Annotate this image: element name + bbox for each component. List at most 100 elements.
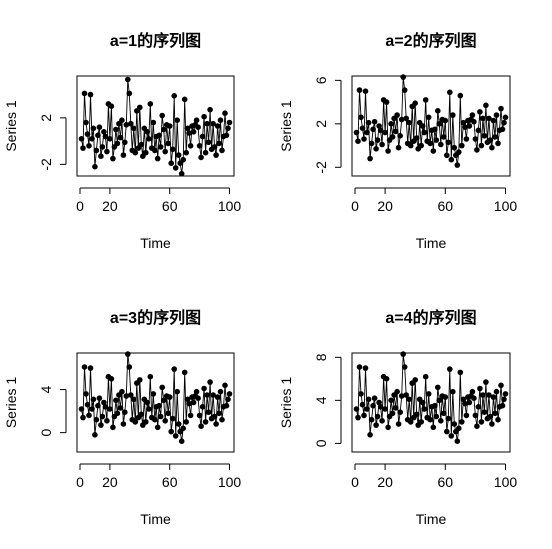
data-point (374, 137, 381, 143)
data-point (403, 115, 410, 122)
data-point (445, 139, 452, 146)
data-point (90, 396, 97, 403)
data-point (137, 104, 143, 111)
data-point (122, 139, 128, 146)
data-point (457, 92, 464, 99)
data-point (394, 388, 400, 395)
data-point (501, 119, 507, 126)
data-point (152, 416, 158, 423)
data-point (459, 419, 465, 425)
data-point (376, 123, 382, 129)
data-point (483, 379, 489, 385)
x-tick-label: 20 (102, 198, 118, 214)
data-point (490, 117, 497, 124)
data-point (150, 119, 157, 126)
x-tick-label: 60 (162, 474, 178, 490)
data-point (120, 421, 127, 427)
data-point (442, 394, 449, 400)
data-point (435, 384, 441, 391)
data-point (481, 133, 488, 139)
data-point (412, 377, 419, 383)
data-point (495, 140, 501, 147)
data-point (361, 136, 367, 142)
data-point (477, 109, 483, 115)
data-point (122, 409, 128, 416)
x-tick-label: 60 (438, 198, 454, 214)
data-point (172, 433, 179, 439)
data-point (84, 131, 91, 137)
data-point (361, 412, 367, 419)
data-point (483, 102, 489, 109)
data-point (195, 395, 201, 402)
data-point (201, 385, 207, 392)
data-point (425, 391, 432, 397)
data-point (169, 415, 176, 422)
data-point (392, 405, 399, 411)
data-point (211, 413, 218, 420)
x-tick-label: 20 (102, 474, 118, 490)
data-point (401, 364, 408, 370)
data-point (104, 418, 110, 424)
data-point (444, 428, 450, 435)
data-point (126, 364, 133, 370)
data-point (392, 128, 399, 135)
data-point (474, 423, 480, 430)
data-point (108, 376, 115, 382)
data-point (162, 418, 168, 424)
data-point (395, 421, 402, 427)
data-point (368, 140, 375, 147)
data-point (388, 121, 394, 127)
data-point (460, 396, 467, 403)
data-point (418, 419, 425, 425)
data-point (126, 90, 133, 97)
y-axis-label: Series 1 (278, 377, 294, 429)
x-axis-label: Time (140, 511, 171, 527)
data-point (207, 379, 213, 385)
y-axis-label: Series 1 (3, 100, 19, 152)
data-point (147, 101, 154, 107)
data-point (370, 402, 376, 409)
data-point (102, 404, 109, 410)
x-tick-label: 0 (351, 198, 359, 214)
data-point (138, 141, 145, 148)
data-point (397, 409, 404, 416)
data-point (204, 120, 210, 127)
data-point (90, 125, 97, 132)
x-tick-label: 100 (494, 198, 518, 214)
data-point (171, 93, 177, 99)
data-point (441, 134, 447, 140)
data-point (367, 432, 373, 438)
data-point (389, 410, 396, 417)
data-point (487, 137, 494, 143)
data-point (154, 424, 161, 431)
data-point (178, 438, 185, 445)
data-point (101, 129, 107, 135)
data-point (199, 404, 206, 410)
data-point (195, 124, 201, 130)
data-point (438, 418, 444, 424)
data-point (78, 136, 85, 142)
data-point (198, 423, 204, 430)
data-point (358, 391, 364, 397)
data-point (183, 149, 189, 156)
y-tick-label: 2 (313, 120, 329, 128)
data-point (397, 133, 404, 139)
data-point (356, 364, 363, 370)
y-tick-label: 8 (313, 353, 329, 361)
data-point (407, 419, 414, 425)
data-point (400, 351, 407, 357)
data-point (451, 144, 458, 151)
data-point (379, 418, 385, 424)
data-point (225, 125, 231, 132)
data-point (202, 149, 209, 156)
data-point (425, 114, 432, 121)
data-point (199, 133, 206, 140)
data-point (83, 391, 89, 397)
data-point (107, 136, 113, 142)
y-tick-label: -2 (313, 161, 329, 174)
data-point (172, 165, 179, 171)
data-point (377, 404, 384, 410)
data-point (196, 143, 203, 149)
data-point (190, 129, 197, 135)
data-point (499, 402, 506, 409)
